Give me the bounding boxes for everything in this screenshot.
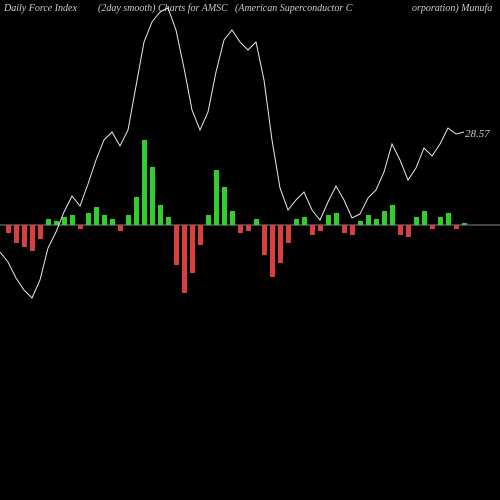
bar: [38, 225, 43, 239]
bar: [150, 167, 155, 225]
bar: [286, 225, 291, 243]
bar: [294, 219, 299, 225]
bar: [126, 215, 131, 225]
bar: [86, 213, 91, 225]
bar: [54, 221, 59, 225]
bar: [94, 207, 99, 225]
bar: [270, 225, 275, 277]
bar: [22, 225, 27, 247]
bar: [118, 225, 123, 231]
bar: [454, 225, 459, 229]
bar: [438, 217, 443, 225]
bar: [134, 197, 139, 225]
bar: [422, 211, 427, 225]
bar: [222, 187, 227, 225]
bar: [110, 219, 115, 225]
bar: [406, 225, 411, 237]
bar: [262, 225, 267, 255]
bar: [246, 225, 251, 231]
bar: [430, 225, 435, 229]
bar: [342, 225, 347, 233]
bar: [142, 140, 147, 225]
bar: [206, 215, 211, 225]
bar: [382, 211, 387, 225]
bar: [78, 225, 83, 229]
bar: [278, 225, 283, 263]
price-label: 28.57: [465, 128, 490, 140]
bar: [30, 225, 35, 251]
bar: [214, 170, 219, 225]
bar: [302, 217, 307, 225]
bar: [326, 215, 331, 225]
bar: [174, 225, 179, 265]
bar: [334, 213, 339, 225]
bar: [14, 225, 19, 243]
bar: [462, 223, 467, 225]
bar: [254, 219, 259, 225]
bar: [414, 217, 419, 225]
bar: [158, 205, 163, 225]
price-line: [0, 8, 464, 298]
bar: [366, 215, 371, 225]
bar: [446, 213, 451, 225]
bar: [374, 219, 379, 225]
bar: [102, 215, 107, 225]
bars-group: [6, 140, 467, 293]
bar: [166, 217, 171, 225]
bar: [318, 225, 323, 231]
force-index-chart: Daily Force Index (2day smooth) Charts f…: [0, 0, 500, 500]
bar: [398, 225, 403, 235]
bar: [6, 225, 11, 233]
chart-svg: [0, 0, 500, 500]
bar: [190, 225, 195, 273]
bar: [46, 219, 51, 225]
bar: [230, 211, 235, 225]
bar: [70, 215, 75, 225]
bar: [198, 225, 203, 245]
bar: [350, 225, 355, 235]
bar: [310, 225, 315, 235]
bar: [358, 221, 363, 225]
bar: [390, 205, 395, 225]
bar: [62, 217, 67, 225]
bar: [238, 225, 243, 233]
bar: [182, 225, 187, 293]
